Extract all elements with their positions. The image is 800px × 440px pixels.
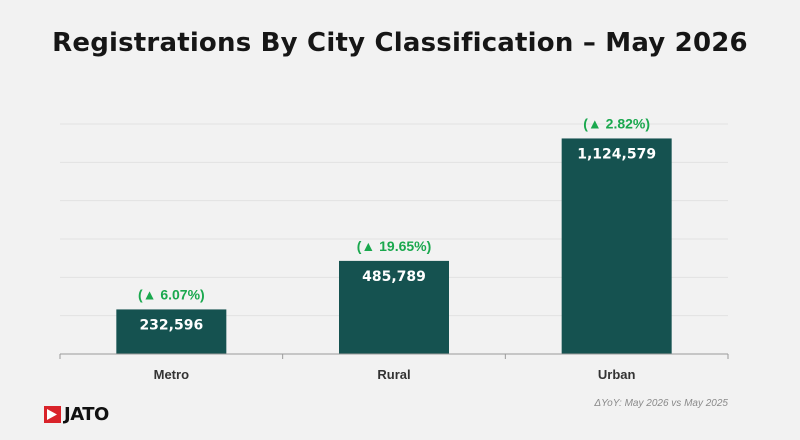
yoy-change-label: (▲ 6.07%) <box>138 286 205 302</box>
x-tick-label: Metro <box>154 367 189 382</box>
jato-logo-icon <box>44 406 61 423</box>
bar-value-label: 232,596 <box>139 317 203 333</box>
x-tick-label: Rural <box>377 367 410 382</box>
x-tick-label: Urban <box>598 367 636 382</box>
bar-value-label: 485,789 <box>362 269 426 285</box>
chart-title: Registrations By City Classification – M… <box>52 28 748 58</box>
bar <box>116 309 227 354</box>
yoy-change-label: (▲ 19.65%) <box>357 238 432 254</box>
bar <box>339 260 449 354</box>
footnote: ΔYoY: May 2026 vs May 2025 <box>594 398 728 409</box>
jato-logo-text: JATO <box>64 404 109 425</box>
bar <box>561 138 672 354</box>
jato-logo: JATO <box>44 404 109 425</box>
yoy-change-label: (▲ 2.82%) <box>583 115 650 131</box>
bar-value-label: 1,124,579 <box>577 146 656 162</box>
